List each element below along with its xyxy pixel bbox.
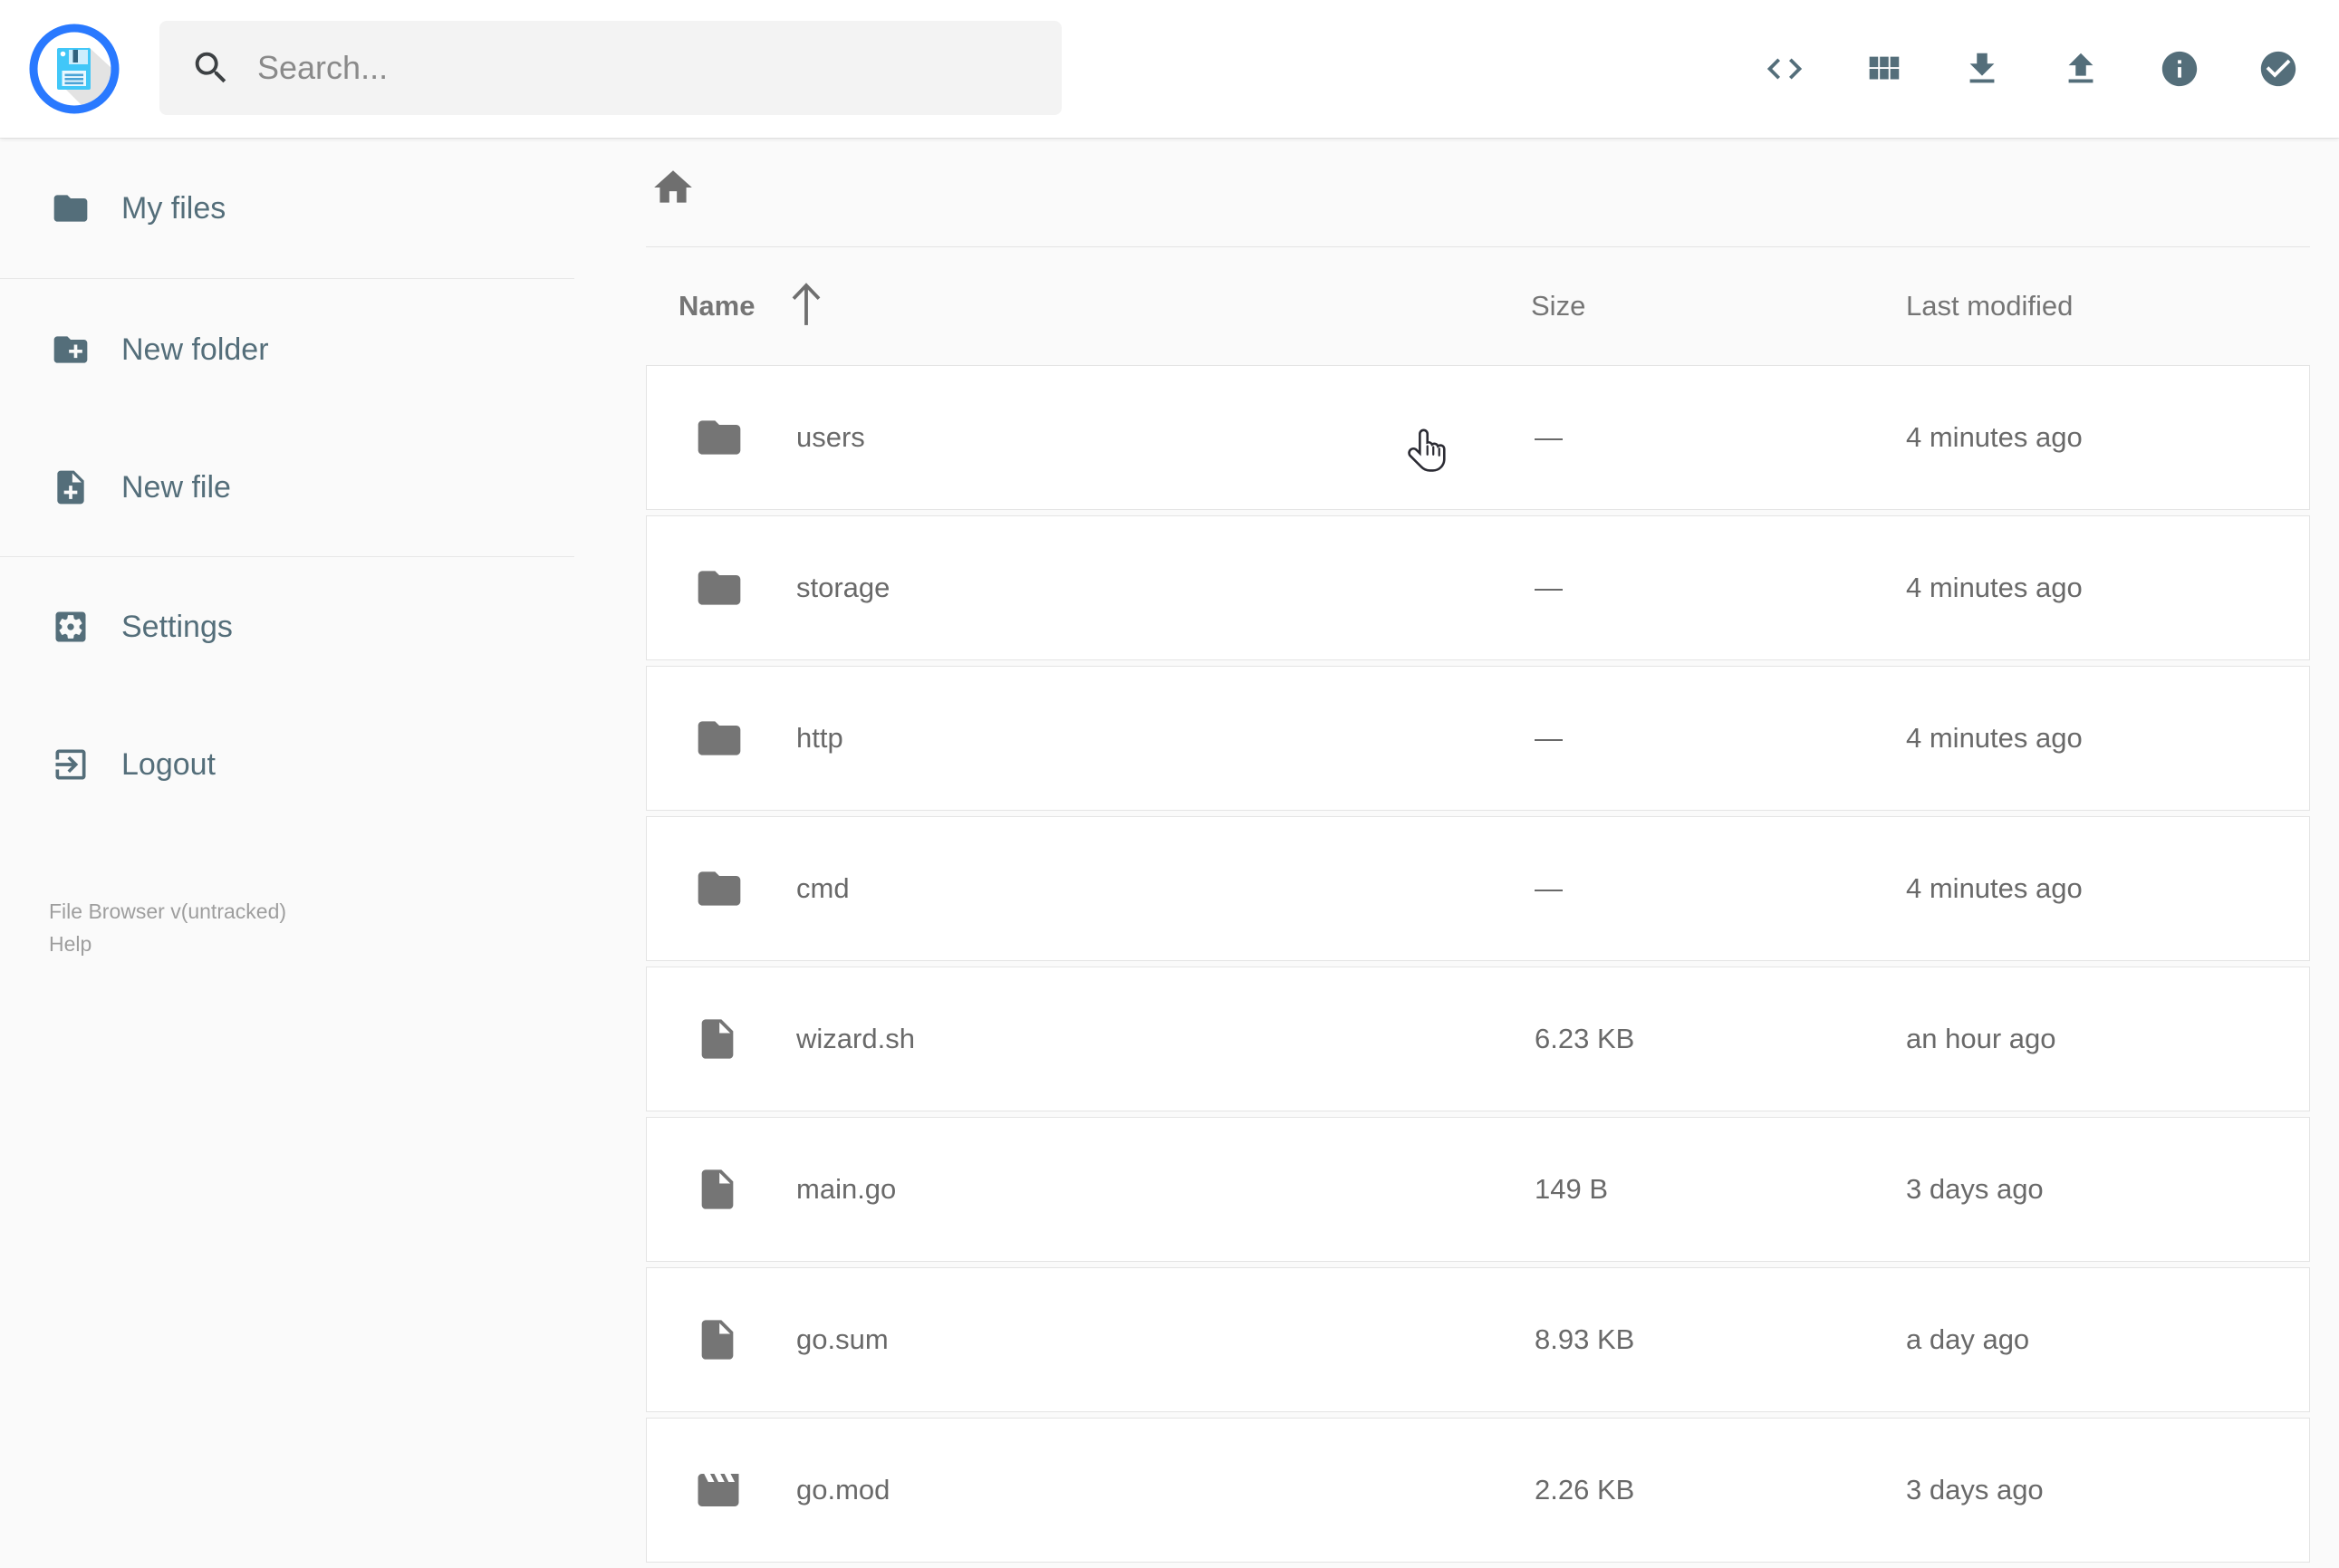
sidebar-item-label: New file	[121, 469, 231, 505]
file-icon	[694, 1015, 741, 1063]
search-icon	[190, 47, 232, 89]
file-size: —	[1535, 872, 1563, 904]
app-logo[interactable]	[29, 24, 120, 114]
settings-icon	[55, 611, 86, 642]
folder-icon	[53, 195, 88, 222]
top-bar	[0, 0, 2339, 138]
table-row-main-go[interactable]: main.go 149 B 3 days ago	[646, 1117, 2310, 1262]
raw-view-button[interactable]	[1764, 48, 1805, 90]
sidebar-item-my-files[interactable]: My files	[0, 173, 574, 244]
search-input[interactable]	[257, 49, 1062, 87]
movie-file-icon	[694, 1466, 743, 1515]
select-check-icon	[2260, 51, 2296, 87]
sidebar-item-settings[interactable]: Settings	[0, 592, 574, 662]
help-link[interactable]: Help	[49, 932, 92, 956]
info-icon	[2161, 51, 2198, 87]
sidebar-item-label: Settings	[121, 609, 233, 644]
select-multiple-button[interactable]	[2257, 48, 2299, 90]
file-name: wizard.sh	[796, 1023, 915, 1054]
table-row-storage[interactable]: storage — 4 minutes ago	[646, 515, 2310, 660]
file-size: 6.23 KB	[1535, 1023, 1635, 1054]
file-name: cmd	[796, 872, 850, 904]
file-modified: 3 days ago	[1906, 1474, 2044, 1505]
file-name: go.mod	[796, 1474, 890, 1505]
sidebar-item-label: Logout	[121, 746, 216, 782]
file-name: users	[796, 421, 865, 453]
file-modified: 4 minutes ago	[1906, 421, 2083, 453]
file-modified: 4 minutes ago	[1906, 872, 2083, 904]
file-size: —	[1535, 722, 1563, 754]
file-name: go.sum	[796, 1323, 889, 1355]
file-size: 2.26 KB	[1535, 1474, 1635, 1505]
file-modified: an hour ago	[1906, 1023, 2056, 1054]
file-modified: 4 minutes ago	[1906, 722, 2083, 754]
app-version-text: File Browser v(untracked)	[49, 899, 287, 923]
folder-icon	[694, 412, 745, 463]
sidebar-item-label: My files	[121, 190, 226, 226]
folder-icon	[694, 713, 745, 764]
table-row-http[interactable]: http — 4 minutes ago	[646, 666, 2310, 811]
table-row-users[interactable]: users — 4 minutes ago	[646, 365, 2310, 510]
grid-view-icon	[1869, 56, 1900, 80]
home-icon	[654, 170, 692, 203]
file-listing: users — 4 minutes ago storage — 4 minute…	[646, 365, 2310, 1568]
file-size: 8.93 KB	[1535, 1323, 1635, 1355]
upload-button[interactable]	[2060, 48, 2102, 90]
sidebar-divider	[0, 278, 574, 279]
sidebar-item-new-folder[interactable]: New folder	[0, 314, 574, 385]
sidebar-item-new-file[interactable]: New file	[0, 452, 574, 523]
floppy-disk-logo-icon	[29, 24, 120, 114]
file-name: storage	[796, 572, 890, 603]
new-file-icon	[57, 470, 84, 505]
file-name: http	[796, 722, 843, 754]
folder-icon	[694, 863, 745, 914]
column-header-name[interactable]: Name	[679, 290, 756, 322]
file-modified: 4 minutes ago	[1906, 572, 2083, 603]
file-size: 149 B	[1535, 1173, 1609, 1205]
column-header-modified[interactable]: Last modified	[1906, 290, 2074, 322]
table-row-go-mod[interactable]: go.mod 2.26 KB 3 days ago	[646, 1418, 2310, 1563]
table-row-wizard-sh[interactable]: wizard.sh 6.23 KB an hour ago	[646, 967, 2310, 1111]
new-folder-icon	[53, 336, 88, 363]
breadcrumb-divider	[646, 246, 2310, 247]
column-header-size[interactable]: Size	[1531, 290, 1586, 322]
sort-ascending-icon[interactable]	[786, 279, 826, 330]
file-size: —	[1535, 421, 1563, 453]
code-icon	[1766, 58, 1803, 80]
file-modified: a day ago	[1906, 1323, 2030, 1355]
download-button[interactable]	[1961, 48, 2003, 90]
sidebar-divider	[0, 556, 574, 557]
file-icon	[694, 1316, 741, 1363]
file-size: —	[1535, 572, 1563, 603]
sidebar-item-logout[interactable]: Logout	[0, 729, 574, 800]
table-row-go-sum[interactable]: go.sum 8.93 KB a day ago	[646, 1267, 2310, 1412]
logout-icon	[55, 749, 86, 780]
sidebar-item-label: New folder	[121, 332, 269, 367]
folder-icon	[694, 563, 745, 613]
topbar-actions	[1764, 0, 2299, 138]
upload-icon	[2068, 53, 2094, 83]
info-button[interactable]	[2159, 48, 2200, 90]
download-icon	[1969, 53, 1995, 83]
file-icon	[694, 1166, 741, 1213]
home-breadcrumb-button[interactable]	[650, 165, 696, 210]
file-modified: 3 days ago	[1906, 1173, 2044, 1205]
sidebar-footer: File Browser v(untracked) Help	[49, 895, 286, 960]
switch-view-button[interactable]	[1863, 48, 1904, 90]
search-bar[interactable]	[159, 21, 1062, 115]
file-name: main.go	[796, 1173, 897, 1205]
table-row-cmd[interactable]: cmd — 4 minutes ago	[646, 816, 2310, 961]
